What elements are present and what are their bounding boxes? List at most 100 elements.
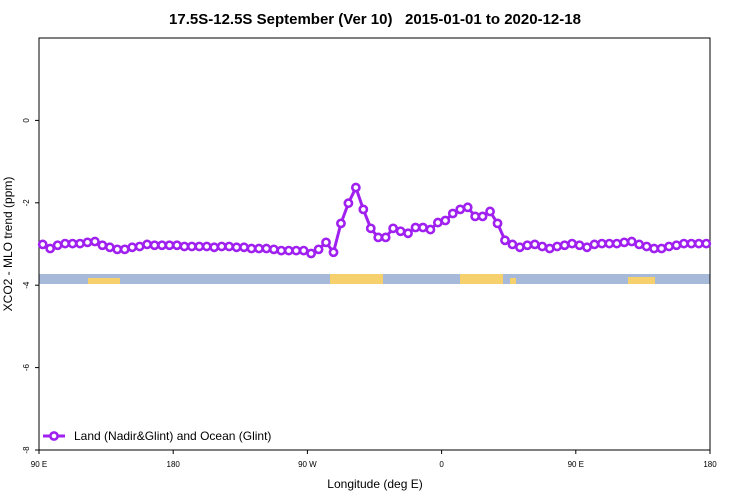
data-point [537,241,548,252]
data-point [75,238,85,249]
land-ocean-strip [39,274,710,284]
data-point [395,226,406,237]
data-point [157,240,167,251]
data-point [261,243,272,254]
chart-title: 17.5S-12.5S September (Ver 10) 2015-01-0… [169,11,581,28]
y-tick-label: -8 [22,446,31,454]
data-point [82,237,93,248]
data-point [619,237,630,248]
data-point [119,244,130,255]
data-point [298,245,309,256]
data-point [626,236,637,247]
data-point [179,241,190,252]
data-point [231,242,242,253]
x-tick-label: 90 W [298,460,317,469]
data-point [634,239,645,250]
data-point [544,243,555,254]
x-tick-label: 90 E [31,460,47,469]
data-point [462,202,473,213]
data-point [679,238,689,249]
data-point [432,217,443,228]
data-point [559,240,570,251]
data-point [440,215,451,226]
x-tick-label: 180 [703,460,717,469]
y-axis-label: XCO2 - MLO trend (ppm) [1,177,15,312]
data-point [164,240,175,251]
data-point [455,204,466,215]
data-point [529,239,540,250]
legend-label: Land (Nadir&Glint) and Ocean (Glint) [74,429,271,443]
data-point [492,218,503,229]
data-point [37,239,48,250]
data-point [686,238,697,249]
data-point [224,241,235,252]
data-point [246,243,257,254]
data-point [313,244,324,255]
land-patch [460,274,503,284]
data-point [254,243,264,254]
data-point [410,222,421,233]
land-patch [628,277,655,284]
data-point [321,237,331,248]
data-point [104,242,115,253]
data-point [149,240,160,251]
data-point [186,241,197,252]
data-point [611,238,622,249]
data-point [641,241,652,252]
data-point [589,239,600,250]
y-tick-label: -4 [22,281,31,289]
data-point [574,240,585,251]
y-tick-label: -2 [22,199,31,207]
data-point [656,243,667,254]
data-point [239,242,249,253]
data-point [172,240,182,251]
data-point [522,240,533,251]
data-point [373,232,384,243]
data-point [701,238,712,249]
data-point [112,244,123,255]
data-point [358,204,369,215]
data-point [447,208,458,219]
data-point [276,245,287,256]
data-point [649,243,659,254]
data-point [291,245,302,256]
data-point [380,232,391,243]
data-point [596,238,607,249]
data-point [604,238,615,249]
data-point [45,243,56,254]
data-point [418,222,428,233]
land-patch [510,278,516,284]
land-patch [330,274,383,284]
data-point [470,211,481,222]
data-point [664,241,674,252]
data-point [90,236,100,247]
x-tick-label: 0 [439,460,444,469]
data-point [60,238,70,249]
data-point [350,182,361,193]
data-point [343,198,354,209]
data-point [336,218,346,229]
data-point [306,248,317,259]
data-point [194,241,205,252]
data-point [514,242,525,253]
x-tick-label: 180 [167,460,181,469]
y-tick-label: 0 [22,118,31,123]
land-patch [88,278,120,284]
data-point [671,240,682,251]
data-point [209,242,220,253]
data-point [365,223,376,234]
data-point [425,224,436,235]
data-point [693,238,704,249]
data-point [127,242,138,253]
data-point [97,240,108,251]
data-point [328,247,339,258]
data-point [507,239,518,250]
data-point [201,241,212,252]
data-point [552,241,563,252]
data-point [134,241,145,252]
data-point [477,211,488,222]
data-point [403,228,413,239]
data-point [216,241,227,252]
data-point [388,223,399,234]
